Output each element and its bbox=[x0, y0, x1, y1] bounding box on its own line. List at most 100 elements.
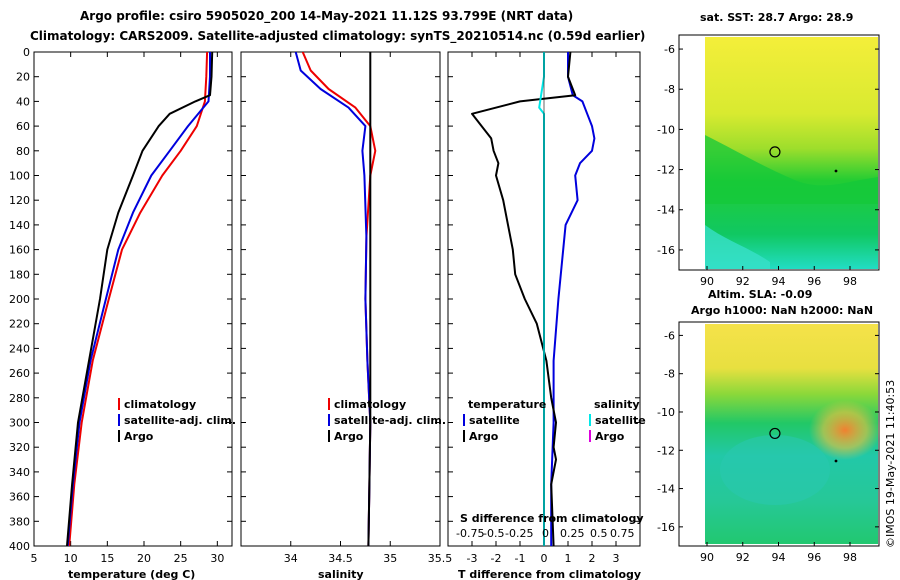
s-tick-label: 0.25 bbox=[560, 527, 585, 540]
legend-label-s-argo: Argo bbox=[595, 430, 625, 443]
y-tick-label: 380 bbox=[9, 515, 30, 528]
temperature-legend: climatology satellite-adj. clim. Argo bbox=[118, 398, 236, 443]
series-line-s-satellite bbox=[538, 52, 545, 546]
s-difference-tick-labels: -0.75 -0.5 -0.25 0 0.25 0.5 0.75 bbox=[456, 527, 635, 540]
map-y-tick-label: -8 bbox=[664, 368, 675, 381]
x-tick-label: -3 bbox=[467, 552, 478, 565]
map-y-tick-label: -10 bbox=[657, 406, 675, 419]
map-x-tick-label: 92 bbox=[736, 275, 750, 288]
temperature-axis-ticks: 5 10 15 20 25 3002040608010012014016018020022… bbox=[9, 46, 232, 565]
x-tick-label: -1 bbox=[515, 552, 526, 565]
imos-credit: ©IMOS 19-May-2021 11:40:53 bbox=[884, 380, 897, 548]
y-tick-label: 400 bbox=[9, 540, 30, 553]
x-tick-label: 34 bbox=[284, 552, 298, 565]
map-x-tick-label: 90 bbox=[700, 275, 714, 288]
y-tick-label: 160 bbox=[9, 244, 30, 257]
series-line-t-argo bbox=[471, 52, 577, 546]
s-difference-label: S difference from climatology bbox=[460, 512, 644, 525]
x-tick-label: 35 bbox=[383, 552, 397, 565]
sla-map-subtitle: Argo h1000: NaN h2000: NaN bbox=[691, 304, 873, 317]
x-tick-label: 20 bbox=[137, 552, 151, 565]
y-tick-label: 60 bbox=[16, 120, 30, 133]
map-y-tick-label: -6 bbox=[664, 43, 675, 56]
x-tick-label: 15 bbox=[100, 552, 114, 565]
legend-label-t-argo: Argo bbox=[469, 430, 499, 443]
y-tick-label: 240 bbox=[9, 342, 30, 355]
legend-label-satellite: satellite-adj. clim. bbox=[124, 414, 236, 427]
y-tick-label: 0 bbox=[23, 46, 30, 59]
sst-map-warm-front bbox=[705, 135, 878, 204]
map-y-tick-label: -6 bbox=[664, 329, 675, 342]
x-tick-label: 5 bbox=[31, 552, 38, 565]
legend-label-climatology: climatology bbox=[334, 398, 406, 411]
map-y-tick-label: -14 bbox=[657, 483, 675, 496]
map-x-tick-label: 90 bbox=[700, 551, 714, 564]
difference-series bbox=[471, 52, 596, 546]
sst-map-ticks: 90 92 94 96 98 -6 -8 -10 -12 -14 -16 bbox=[657, 43, 879, 288]
salinity-legend: climatology satellite-adj. clim. Argo bbox=[328, 398, 446, 443]
y-tick-label: 260 bbox=[9, 367, 30, 380]
x-tick-label: 10 bbox=[64, 552, 78, 565]
series-line-t-satellite bbox=[550, 52, 596, 546]
s-tick-label: 0.5 bbox=[590, 527, 608, 540]
s-tick-label: -0.75 bbox=[456, 527, 484, 540]
y-tick-label: 140 bbox=[9, 219, 30, 232]
map-x-tick-label: 96 bbox=[807, 551, 821, 564]
legend-title-salinity: salinity bbox=[594, 398, 640, 411]
sla-map-title: Altim. SLA: -0.09 bbox=[708, 288, 812, 301]
y-tick-label: 340 bbox=[9, 466, 30, 479]
x-tick-label: 34.5 bbox=[328, 552, 353, 565]
map-y-tick-label: -14 bbox=[657, 204, 675, 217]
y-tick-label: 80 bbox=[16, 145, 30, 158]
x-tick-label: 3 bbox=[613, 552, 620, 565]
x-tick-label: 30 bbox=[210, 552, 224, 565]
y-tick-label: 180 bbox=[9, 268, 30, 281]
map-x-tick-label: 98 bbox=[843, 551, 857, 564]
difference-legend: temperature satellite Argo salinity sate… bbox=[463, 398, 646, 443]
y-tick-label: 220 bbox=[9, 318, 30, 331]
series-line-satellite-adj-clim- bbox=[66, 52, 211, 546]
map-x-tick-label: 98 bbox=[843, 275, 857, 288]
sla-map-argo-position-marker bbox=[769, 427, 781, 440]
y-tick-label: 280 bbox=[9, 392, 30, 405]
salinity-axis-ticks: 34 34.5 35 35.5 bbox=[241, 51, 453, 565]
y-tick-label: 40 bbox=[16, 95, 30, 108]
map-x-tick-label: 92 bbox=[736, 551, 750, 564]
map-y-tick-label: -10 bbox=[657, 123, 675, 136]
legend-label-argo: Argo bbox=[124, 430, 154, 443]
map-x-tick-label: 94 bbox=[772, 551, 786, 564]
legend-label-climatology: climatology bbox=[124, 398, 196, 411]
x-tick-label: -2 bbox=[491, 552, 502, 565]
x-tick-label: 25 bbox=[174, 552, 188, 565]
y-tick-label: 120 bbox=[9, 194, 30, 207]
y-tick-label: 320 bbox=[9, 441, 30, 454]
sla-map-island-dot bbox=[834, 459, 838, 463]
sst-map-cool-patch bbox=[705, 225, 770, 269]
sla-map-high-anomaly bbox=[809, 400, 881, 460]
temperature-panel-frame bbox=[33, 51, 233, 547]
map-y-tick-label: -12 bbox=[657, 164, 675, 177]
sla-map-ticks: 90 92 94 96 98 -6 -8 -10 -12 -14 -16 bbox=[657, 329, 879, 564]
y-tick-label: 100 bbox=[9, 170, 30, 183]
salinity-xlabel: salinity bbox=[318, 568, 364, 580]
legend-label-t-satellite: satellite bbox=[469, 414, 520, 427]
x-tick-label: 2 bbox=[589, 552, 596, 565]
x-tick-label: 35.5 bbox=[428, 552, 453, 565]
legend-title-temperature: temperature bbox=[468, 398, 546, 411]
sst-map-argo-position-marker bbox=[769, 146, 781, 158]
series-line-argo bbox=[367, 52, 372, 546]
salinity-panel-frame bbox=[240, 51, 441, 547]
title-line-1: Argo profile: csiro 5905020_200 14-May-2… bbox=[80, 9, 573, 24]
s-tick-label: -0.25 bbox=[505, 527, 533, 540]
sla-map-low-anomaly bbox=[720, 435, 830, 505]
map-y-tick-label: -8 bbox=[664, 83, 675, 96]
salinity-series bbox=[294, 52, 377, 546]
series-line-climatology bbox=[68, 52, 209, 546]
sst-map-island-dot bbox=[834, 169, 838, 173]
map-x-tick-label: 94 bbox=[772, 275, 786, 288]
y-tick-label: 200 bbox=[9, 293, 30, 306]
s-tick-label: -0.5 bbox=[483, 527, 504, 540]
legend-label-s-satellite: satellite bbox=[595, 414, 646, 427]
legend-label-satellite: satellite-adj. clim. bbox=[334, 414, 446, 427]
